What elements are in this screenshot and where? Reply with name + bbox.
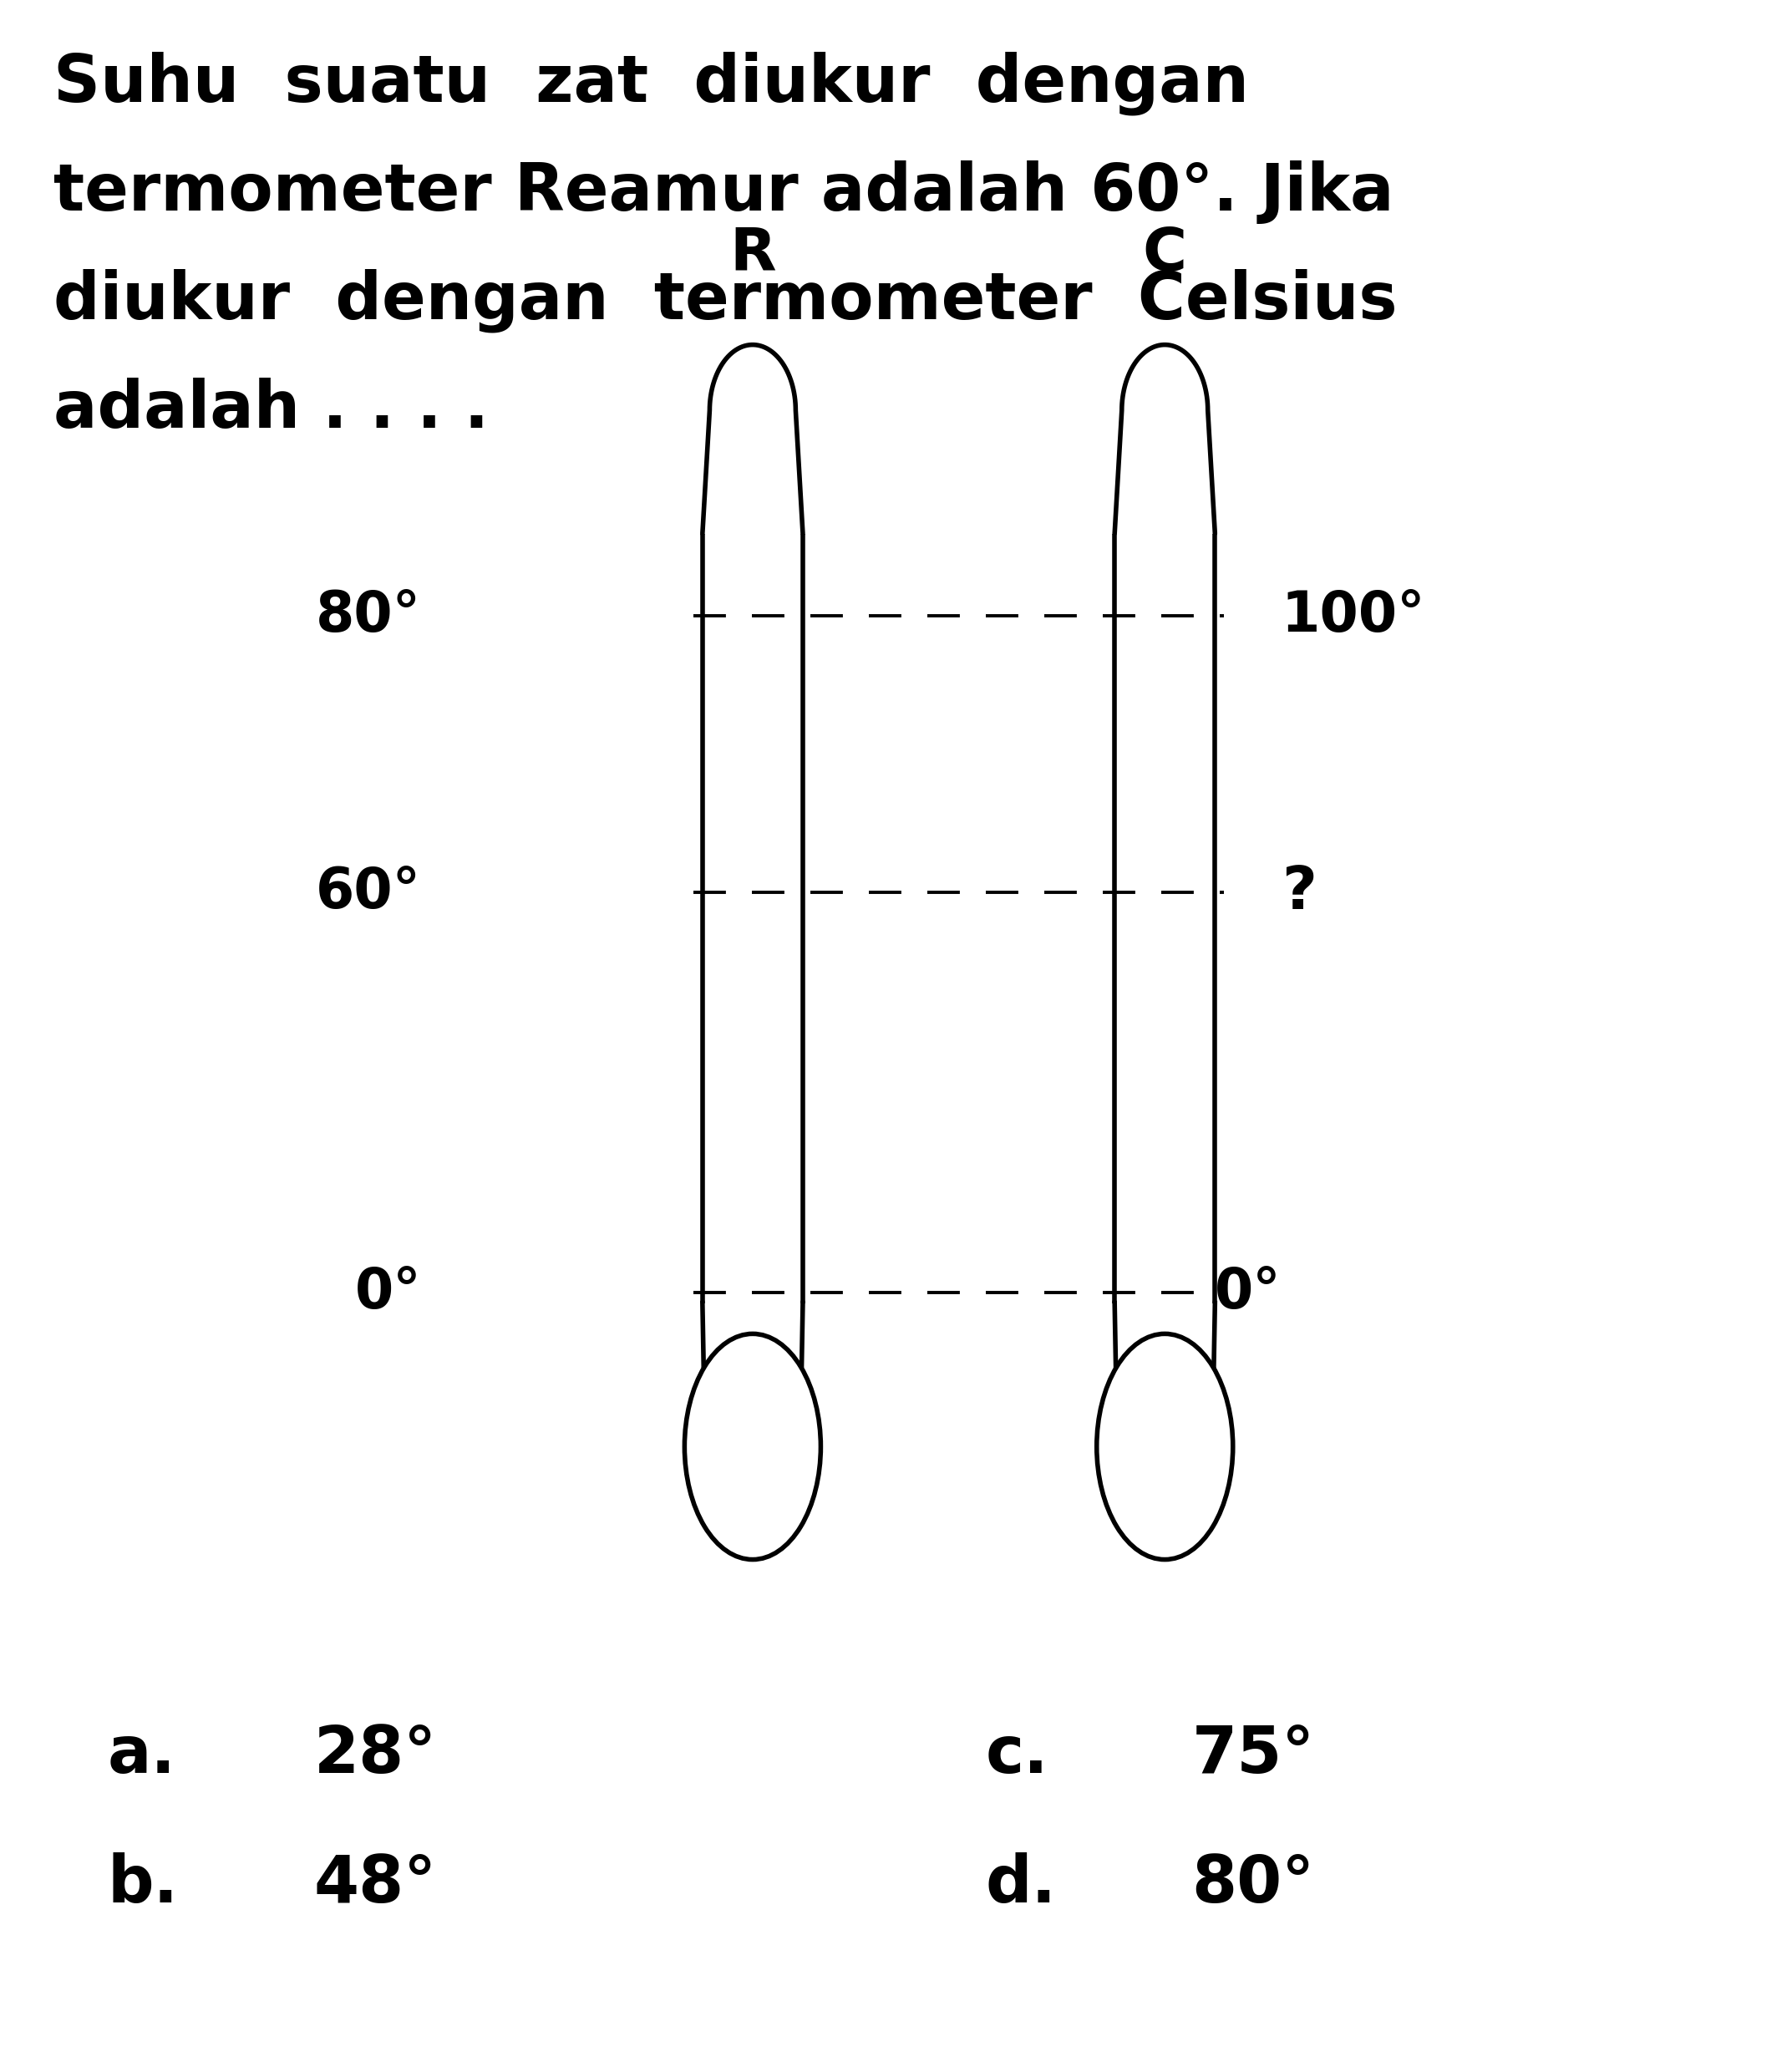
Text: 80°: 80°	[315, 589, 421, 642]
Text: C: C	[1143, 226, 1186, 283]
Text: 48°: 48°	[314, 1853, 437, 1915]
Text: ?: ?	[1281, 864, 1317, 921]
Text: diukur  dengan  termometer  Celsius: diukur dengan termometer Celsius	[54, 269, 1398, 332]
Text: a.: a.	[108, 1724, 176, 1785]
Text: 28°: 28°	[314, 1724, 437, 1785]
Text: adalah . . . .: adalah . . . .	[54, 378, 489, 441]
Text: Suhu  suatu  zat  diukur  dengan: Suhu suatu zat diukur dengan	[54, 51, 1249, 115]
Text: b.: b.	[108, 1853, 179, 1915]
Text: 0°: 0°	[1215, 1266, 1281, 1319]
Text: termometer Reamur adalah 60°. Jika: termometer Reamur adalah 60°. Jika	[54, 160, 1394, 224]
Text: 75°: 75°	[1192, 1724, 1315, 1785]
Text: 60°: 60°	[315, 866, 421, 919]
Text: c.: c.	[986, 1724, 1048, 1785]
Text: 100°: 100°	[1281, 589, 1425, 642]
Text: 0°: 0°	[355, 1266, 421, 1319]
Text: d.: d.	[986, 1853, 1057, 1915]
Text: 80°: 80°	[1192, 1853, 1315, 1915]
Text: R: R	[729, 226, 776, 283]
